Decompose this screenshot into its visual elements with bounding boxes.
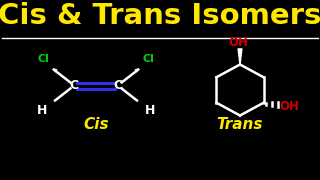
Text: OH: OH [279, 100, 299, 113]
Text: Cl: Cl [37, 54, 49, 64]
Text: Cl: Cl [143, 54, 155, 64]
Text: H: H [37, 104, 47, 117]
Text: H: H [145, 104, 155, 117]
Text: Trans: Trans [217, 117, 263, 132]
Text: C: C [69, 79, 78, 92]
Text: Cis: Cis [83, 117, 109, 132]
Polygon shape [238, 49, 242, 64]
Text: OH: OH [228, 35, 248, 48]
Text: C: C [114, 79, 123, 92]
Text: Cis & Trans Isomers: Cis & Trans Isomers [0, 3, 320, 30]
